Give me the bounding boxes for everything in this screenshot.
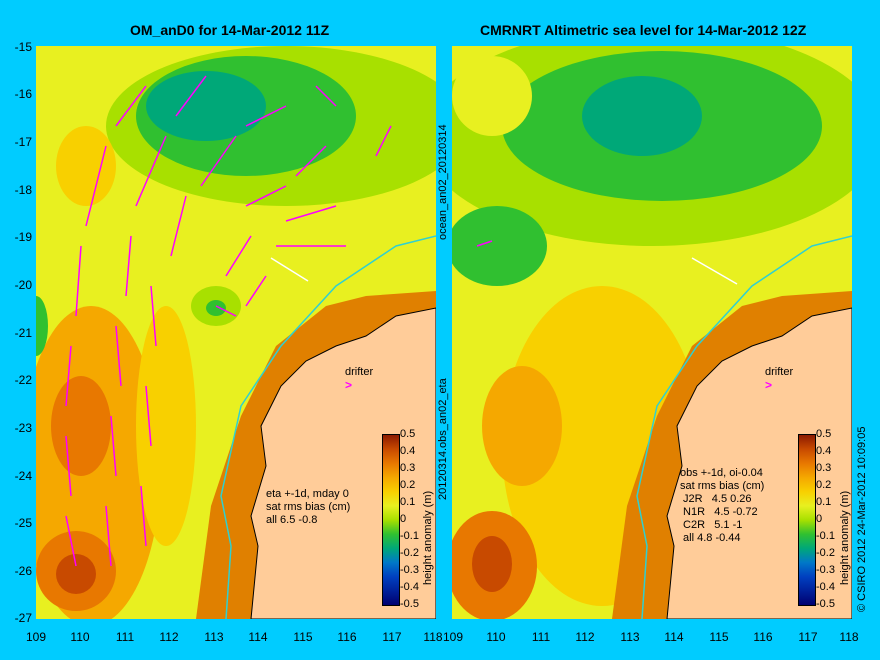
right-map-title: CMRNRT Altimetric sea level for 14-Mar-2… bbox=[480, 22, 807, 38]
right-x-tick: 115 bbox=[709, 630, 729, 644]
left-y-tick: -15 bbox=[14, 40, 32, 54]
colorbar-tick-label: -0.3 bbox=[400, 564, 419, 576]
colorbar-tick-label: 0.4 bbox=[400, 445, 416, 457]
left-stats-note: eta +-1d, mday 0 sat rms bias (cm) all 6… bbox=[266, 488, 351, 526]
run-id-label: ocean_an02_20120314 bbox=[437, 124, 449, 240]
low-patch-west bbox=[452, 206, 547, 286]
colorbar-tick-label: 0.3 bbox=[400, 462, 416, 474]
warm-patch bbox=[56, 126, 116, 206]
left-x-tick: 110 bbox=[70, 630, 90, 644]
right-x-tick: 117 bbox=[798, 630, 818, 644]
colorbar-tick-label: -0.4 bbox=[400, 581, 419, 593]
colorbar-tick-label: 0.2 bbox=[400, 479, 416, 491]
right-map[interactable] bbox=[452, 46, 852, 619]
left-drifter-label: drifter > bbox=[345, 366, 373, 392]
drifter-arrow-icon: > bbox=[345, 378, 353, 392]
left-x-tick: 116 bbox=[337, 630, 357, 644]
right-x-tick: 110 bbox=[486, 630, 506, 644]
mid-band bbox=[136, 306, 196, 546]
left-y-tick: -25 bbox=[14, 516, 32, 530]
right-x-tick: 113 bbox=[620, 630, 640, 644]
colorbar-tick-label: -0.5 bbox=[400, 598, 419, 610]
left-map-canvas bbox=[36, 46, 436, 619]
drifter-arrow-icon: > bbox=[765, 378, 773, 392]
right-map-canvas bbox=[452, 46, 852, 619]
colorbar-tick-label: -0.1 bbox=[400, 530, 419, 542]
eddy-core bbox=[146, 71, 266, 141]
colorbar-tick-label: -0.4 bbox=[816, 581, 835, 593]
left-colorbar-title: height anomaly (m) bbox=[422, 490, 434, 585]
right-colorbar bbox=[798, 434, 816, 606]
colorbar-tick-label: 0 bbox=[816, 513, 823, 525]
left-x-tick: 114 bbox=[248, 630, 268, 644]
right-colorbar-title: height anomaly (m) bbox=[839, 490, 851, 585]
drifter-text: drifter bbox=[345, 366, 374, 378]
right-x-tick: 116 bbox=[753, 630, 773, 644]
left-map[interactable] bbox=[36, 46, 436, 619]
right-drifter-label: drifter > bbox=[765, 366, 793, 392]
left-y-tick: -27 bbox=[14, 611, 32, 625]
colorbar-tick-label: -0.5 bbox=[816, 598, 835, 610]
left-y-tick: -23 bbox=[14, 421, 32, 435]
colorbar-tick-label: 0.5 bbox=[816, 428, 832, 440]
left-x-tick: 112 bbox=[159, 630, 179, 644]
right-x-tick: 112 bbox=[575, 630, 595, 644]
colorbar-tick-label: -0.2 bbox=[400, 547, 419, 559]
warm-core-south-center bbox=[472, 536, 512, 592]
eddy-core bbox=[582, 76, 702, 156]
left-y-tick: -20 bbox=[14, 278, 32, 292]
left-x-tick: 113 bbox=[204, 630, 224, 644]
left-y-tick: -19 bbox=[14, 230, 32, 244]
right-x-tick: 109 bbox=[442, 630, 464, 644]
left-x-tick: 118 bbox=[423, 630, 443, 644]
small-eddy-core bbox=[206, 300, 226, 316]
right-x-tick: 118 bbox=[839, 630, 859, 644]
left-y-tick: -21 bbox=[14, 326, 32, 340]
left-x-tick: 117 bbox=[382, 630, 402, 644]
drifter-track bbox=[270, 257, 309, 282]
colorbar-tick-label: 0 bbox=[400, 513, 407, 525]
right-x-tick: 111 bbox=[531, 630, 551, 644]
left-y-tick: -16 bbox=[14, 87, 32, 101]
left-y-tick: -24 bbox=[14, 469, 32, 483]
colorbar-tick-label: 0.5 bbox=[400, 428, 416, 440]
high-patch bbox=[452, 56, 532, 136]
colorbar-tick-label: -0.3 bbox=[816, 564, 835, 576]
colorbar-tick-label: 0.4 bbox=[816, 445, 832, 457]
warm-band bbox=[482, 366, 562, 486]
left-colorbar bbox=[382, 434, 400, 606]
right-x-tick: 114 bbox=[664, 630, 684, 644]
colorbar-tick-label: -0.2 bbox=[816, 547, 835, 559]
left-x-tick: 111 bbox=[115, 630, 135, 644]
colorbar-tick-label: 0.2 bbox=[816, 479, 832, 491]
colorbar-tick-label: -0.1 bbox=[816, 530, 835, 542]
left-y-tick: -18 bbox=[14, 183, 32, 197]
left-x-tick: 109 bbox=[25, 630, 47, 644]
warm-core-north bbox=[51, 376, 111, 476]
left-x-tick: 115 bbox=[293, 630, 313, 644]
right-stats-note: obs +-1d, oi-0.04 sat rms bias (cm) J2R … bbox=[680, 467, 765, 544]
current-vectors bbox=[65, 75, 392, 567]
left-y-tick: -17 bbox=[14, 135, 32, 149]
colorbar-tick-label: 0.1 bbox=[816, 496, 832, 508]
colorbar-tick-label: 0.1 bbox=[400, 496, 416, 508]
left-y-tick: -26 bbox=[14, 564, 32, 578]
drifter-text: drifter bbox=[765, 366, 794, 378]
colorbar-tick-label: 0.3 bbox=[816, 462, 832, 474]
left-map-title: OM_anD0 for 14-Mar-2012 11Z bbox=[130, 22, 330, 38]
current-vectors bbox=[476, 240, 493, 247]
drifter-track bbox=[691, 257, 738, 285]
left-y-tick: -22 bbox=[14, 373, 32, 387]
obs-file-label: 20120314.obs_an02_eta bbox=[437, 378, 449, 500]
isobath-line bbox=[220, 235, 436, 619]
copyright-label: © CSIRO 2012 24-Mar-2012 10:09:05 bbox=[856, 426, 868, 612]
warm-core-south-center bbox=[56, 554, 96, 594]
edge-low bbox=[36, 296, 48, 356]
isobath-line bbox=[636, 235, 852, 619]
